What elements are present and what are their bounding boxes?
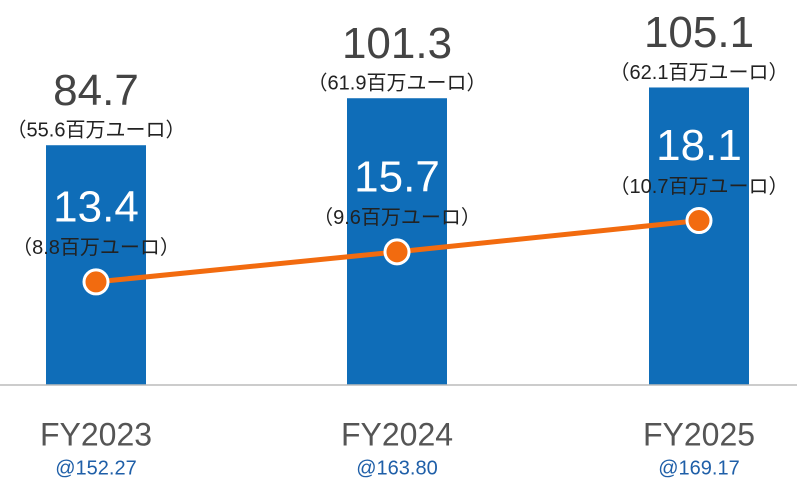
bar: [46, 145, 146, 385]
line-value-label: 15.7: [354, 153, 440, 202]
bar-value-label: 84.7: [53, 66, 139, 115]
line-note-label: （8.8百万ユーロ）: [12, 236, 180, 259]
line-marker: [82, 268, 110, 296]
x-tick-note: @152.27: [55, 457, 136, 479]
bar-note-label: （55.6百万ユーロ）: [7, 119, 186, 142]
line-note-label: （10.7百万ユーロ）: [610, 175, 789, 198]
line-marker: [685, 207, 713, 235]
x-tick-label: FY2025: [643, 416, 755, 452]
bar-value-label: 101.3: [342, 19, 452, 68]
bar: [649, 87, 749, 385]
line-value-label: 18.1: [656, 121, 742, 170]
bar-value-label: 105.1: [644, 8, 754, 57]
line-value-label: 13.4: [53, 183, 139, 232]
x-tick-note: @169.17: [658, 457, 739, 479]
line-marker: [383, 238, 411, 266]
bar-note-label: （62.1百万ユーロ）: [610, 61, 789, 84]
line-note-label: （9.6百万ユーロ）: [313, 206, 481, 229]
x-tick-note: @163.80: [356, 457, 437, 479]
bar-note-label: （61.9百万ユーロ）: [308, 72, 487, 95]
x-tick-label: FY2024: [341, 416, 453, 452]
x-tick-label: FY2023: [40, 416, 152, 452]
